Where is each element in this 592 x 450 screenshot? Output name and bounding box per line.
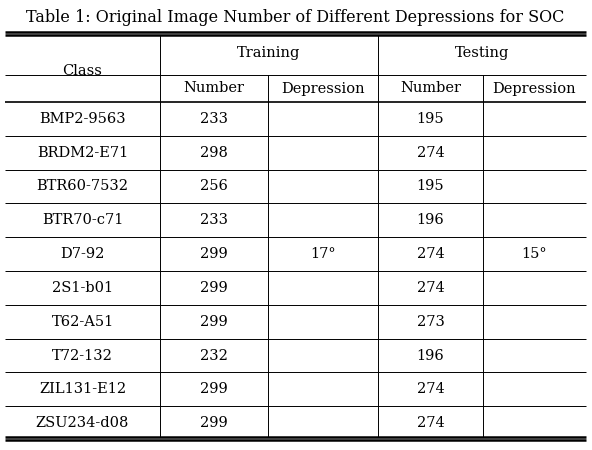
Text: Depression: Depression xyxy=(493,81,577,95)
Text: 298: 298 xyxy=(200,146,228,160)
Text: 195: 195 xyxy=(417,180,445,194)
Text: 274: 274 xyxy=(417,146,445,160)
Text: 196: 196 xyxy=(417,213,445,227)
Text: T62-A51: T62-A51 xyxy=(52,315,114,328)
Text: Testing: Testing xyxy=(455,46,509,60)
Text: BRDM2-E71: BRDM2-E71 xyxy=(37,146,128,160)
Text: T72-132: T72-132 xyxy=(52,348,113,363)
Text: 232: 232 xyxy=(200,348,228,363)
Text: 273: 273 xyxy=(417,315,445,328)
Text: 274: 274 xyxy=(417,416,445,430)
Text: Number: Number xyxy=(184,81,244,95)
Text: Class: Class xyxy=(63,64,102,78)
Text: 233: 233 xyxy=(200,213,228,227)
Text: Depression: Depression xyxy=(281,81,365,95)
Text: BTR70-c71: BTR70-c71 xyxy=(42,213,123,227)
Text: Training: Training xyxy=(237,46,301,60)
Text: 2S1-b01: 2S1-b01 xyxy=(52,281,113,295)
Text: 15°: 15° xyxy=(522,247,548,261)
Text: 274: 274 xyxy=(417,247,445,261)
Text: D7-92: D7-92 xyxy=(60,247,105,261)
Text: 256: 256 xyxy=(200,180,228,194)
Text: 196: 196 xyxy=(417,348,445,363)
Text: 299: 299 xyxy=(200,247,228,261)
Text: ZIL131-E12: ZIL131-E12 xyxy=(39,382,126,396)
Text: 233: 233 xyxy=(200,112,228,126)
Text: 274: 274 xyxy=(417,281,445,295)
Text: 17°: 17° xyxy=(310,247,336,261)
Text: 299: 299 xyxy=(200,281,228,295)
Text: 195: 195 xyxy=(417,112,445,126)
Text: BTR60-7532: BTR60-7532 xyxy=(37,180,128,194)
Text: BMP2-9563: BMP2-9563 xyxy=(39,112,126,126)
Text: 299: 299 xyxy=(200,416,228,430)
Text: ZSU234-d08: ZSU234-d08 xyxy=(36,416,129,430)
Text: Table 1: Original Image Number of Different Depressions for SOC: Table 1: Original Image Number of Differ… xyxy=(26,9,565,27)
Text: 274: 274 xyxy=(417,382,445,396)
Text: 299: 299 xyxy=(200,315,228,328)
Text: 299: 299 xyxy=(200,382,228,396)
Text: Number: Number xyxy=(400,81,461,95)
